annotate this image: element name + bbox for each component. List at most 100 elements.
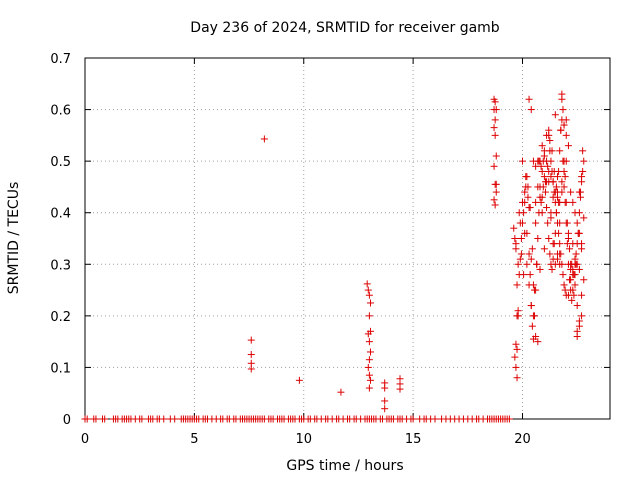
data-point	[564, 142, 572, 150]
data-point	[538, 209, 546, 217]
data-point	[490, 196, 498, 204]
data-point	[546, 250, 554, 258]
data-point	[541, 188, 549, 196]
data-point	[364, 286, 372, 294]
data-point	[540, 152, 548, 160]
data-point	[580, 276, 588, 284]
data-point	[490, 106, 498, 114]
data-point	[573, 332, 581, 340]
y-tick-label: 0	[63, 413, 71, 428]
data-point	[558, 178, 566, 186]
chart-title: Day 236 of 2024, SRMTID for receiver gam…	[190, 20, 500, 36]
data-point	[571, 209, 579, 217]
data-point	[532, 219, 540, 227]
x-tick-label: 5	[190, 432, 198, 447]
data-point	[543, 204, 551, 212]
data-point	[525, 95, 533, 103]
data-point	[562, 291, 570, 299]
data-point	[519, 198, 526, 206]
data-point	[546, 137, 554, 145]
data-point	[544, 162, 552, 170]
y-tick-label: 0.4	[50, 207, 71, 222]
data-point	[562, 131, 570, 139]
data-point	[490, 124, 498, 132]
data-point	[519, 157, 526, 165]
data-point	[517, 235, 525, 242]
tick-labels: 0 0.1 0.2 0.3 0.4 0.5 0.6 0.7 0 5 10 15 20	[50, 52, 530, 447]
data-point	[525, 204, 533, 212]
data-point	[558, 95, 566, 103]
data-point	[562, 116, 570, 124]
data-point	[524, 183, 532, 191]
data-point	[548, 265, 556, 273]
data-point	[547, 214, 555, 222]
data-point	[523, 260, 531, 268]
data-point	[554, 193, 561, 201]
data-point	[492, 188, 500, 196]
data-point	[578, 312, 586, 320]
data-point	[580, 157, 588, 165]
data-point	[520, 271, 528, 279]
data-point	[538, 167, 546, 175]
data-point	[513, 312, 521, 320]
data-point	[567, 276, 575, 284]
data-point	[571, 281, 579, 289]
data-point	[527, 302, 535, 310]
y-axis-label: SRMTID / TECUs	[6, 182, 22, 295]
data-point	[554, 255, 561, 263]
data-point	[366, 299, 374, 307]
data-point	[575, 229, 583, 237]
data-point	[515, 209, 523, 217]
data-point	[101, 415, 109, 423]
data-point	[366, 376, 374, 384]
data-point	[561, 173, 569, 181]
data-point	[557, 126, 565, 134]
data-point	[575, 188, 583, 196]
x-tick-label: 10	[295, 432, 312, 447]
data-point	[92, 415, 100, 423]
data-point	[551, 111, 559, 119]
data-point	[490, 162, 498, 170]
data-point	[578, 173, 586, 181]
data-point	[560, 281, 568, 289]
data-point	[578, 291, 586, 299]
data-point	[525, 250, 533, 258]
y-tick-label: 0.7	[50, 52, 71, 67]
data-point	[524, 193, 532, 201]
data-point	[556, 147, 564, 155]
data-point	[547, 157, 555, 165]
data-point	[569, 265, 577, 273]
data-point	[365, 312, 373, 320]
data-point	[536, 265, 544, 273]
data-point	[431, 415, 439, 423]
data-point	[540, 245, 548, 253]
data-point	[549, 178, 557, 186]
data-point	[575, 322, 583, 330]
data-point	[511, 353, 519, 361]
x-tick-label: 20	[514, 432, 531, 447]
data-point	[532, 162, 540, 170]
data-point	[533, 260, 541, 268]
data-point	[491, 98, 499, 106]
data-point	[569, 198, 577, 206]
data-point	[566, 245, 574, 253]
data-point	[547, 173, 555, 181]
data-point	[516, 255, 524, 263]
data-point	[260, 135, 268, 143]
data-points	[81, 90, 588, 423]
data-point	[513, 281, 521, 289]
data-point	[571, 271, 579, 279]
data-point	[573, 260, 581, 268]
data-point	[529, 312, 537, 320]
data-point	[546, 147, 554, 155]
y-tick-label: 0.3	[50, 258, 71, 273]
data-point	[554, 173, 561, 181]
data-point	[365, 291, 373, 299]
data-point	[558, 188, 566, 196]
data-point	[365, 371, 373, 379]
data-point	[365, 384, 373, 392]
data-point	[492, 180, 500, 188]
data-point	[579, 167, 587, 175]
data-point	[540, 173, 548, 181]
data-point	[545, 235, 553, 242]
